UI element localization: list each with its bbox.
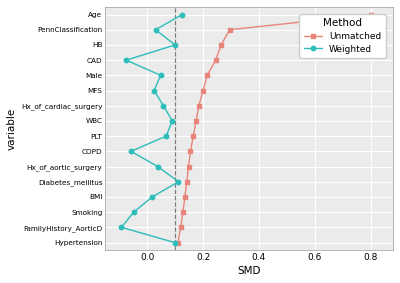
Weighted [172, 241, 177, 244]
Weighted [173, 43, 178, 47]
Unmatched [191, 134, 196, 138]
Unmatched [205, 74, 210, 77]
Legend: Unmatched, Weighted: Unmatched, Weighted [299, 14, 386, 58]
Unmatched [186, 165, 191, 168]
Weighted [150, 195, 155, 199]
Unmatched [219, 43, 224, 47]
X-axis label: SMD: SMD [238, 266, 261, 276]
Unmatched [196, 104, 201, 108]
Weighted [164, 134, 168, 138]
Unmatched [180, 211, 185, 214]
Unmatched [227, 28, 232, 31]
Weighted [161, 104, 166, 108]
Weighted [170, 119, 175, 123]
Weighted [155, 165, 160, 168]
Weighted [131, 211, 136, 214]
Unmatched [182, 195, 187, 199]
Unmatched [368, 13, 373, 16]
Weighted [119, 226, 124, 229]
Weighted [128, 150, 133, 153]
Weighted [153, 28, 158, 31]
Unmatched [188, 150, 193, 153]
Line: Weighted: Weighted [119, 12, 184, 245]
Unmatched [178, 226, 183, 229]
Unmatched [176, 241, 180, 244]
Weighted [180, 13, 184, 16]
Y-axis label: variable: variable [7, 108, 17, 150]
Unmatched [213, 58, 218, 62]
Weighted [124, 58, 129, 62]
Unmatched [184, 180, 189, 183]
Weighted [158, 74, 163, 77]
Line: Unmatched: Unmatched [176, 12, 373, 245]
Unmatched [194, 119, 198, 123]
Unmatched [201, 89, 206, 92]
Weighted [152, 89, 156, 92]
Weighted [176, 180, 181, 183]
